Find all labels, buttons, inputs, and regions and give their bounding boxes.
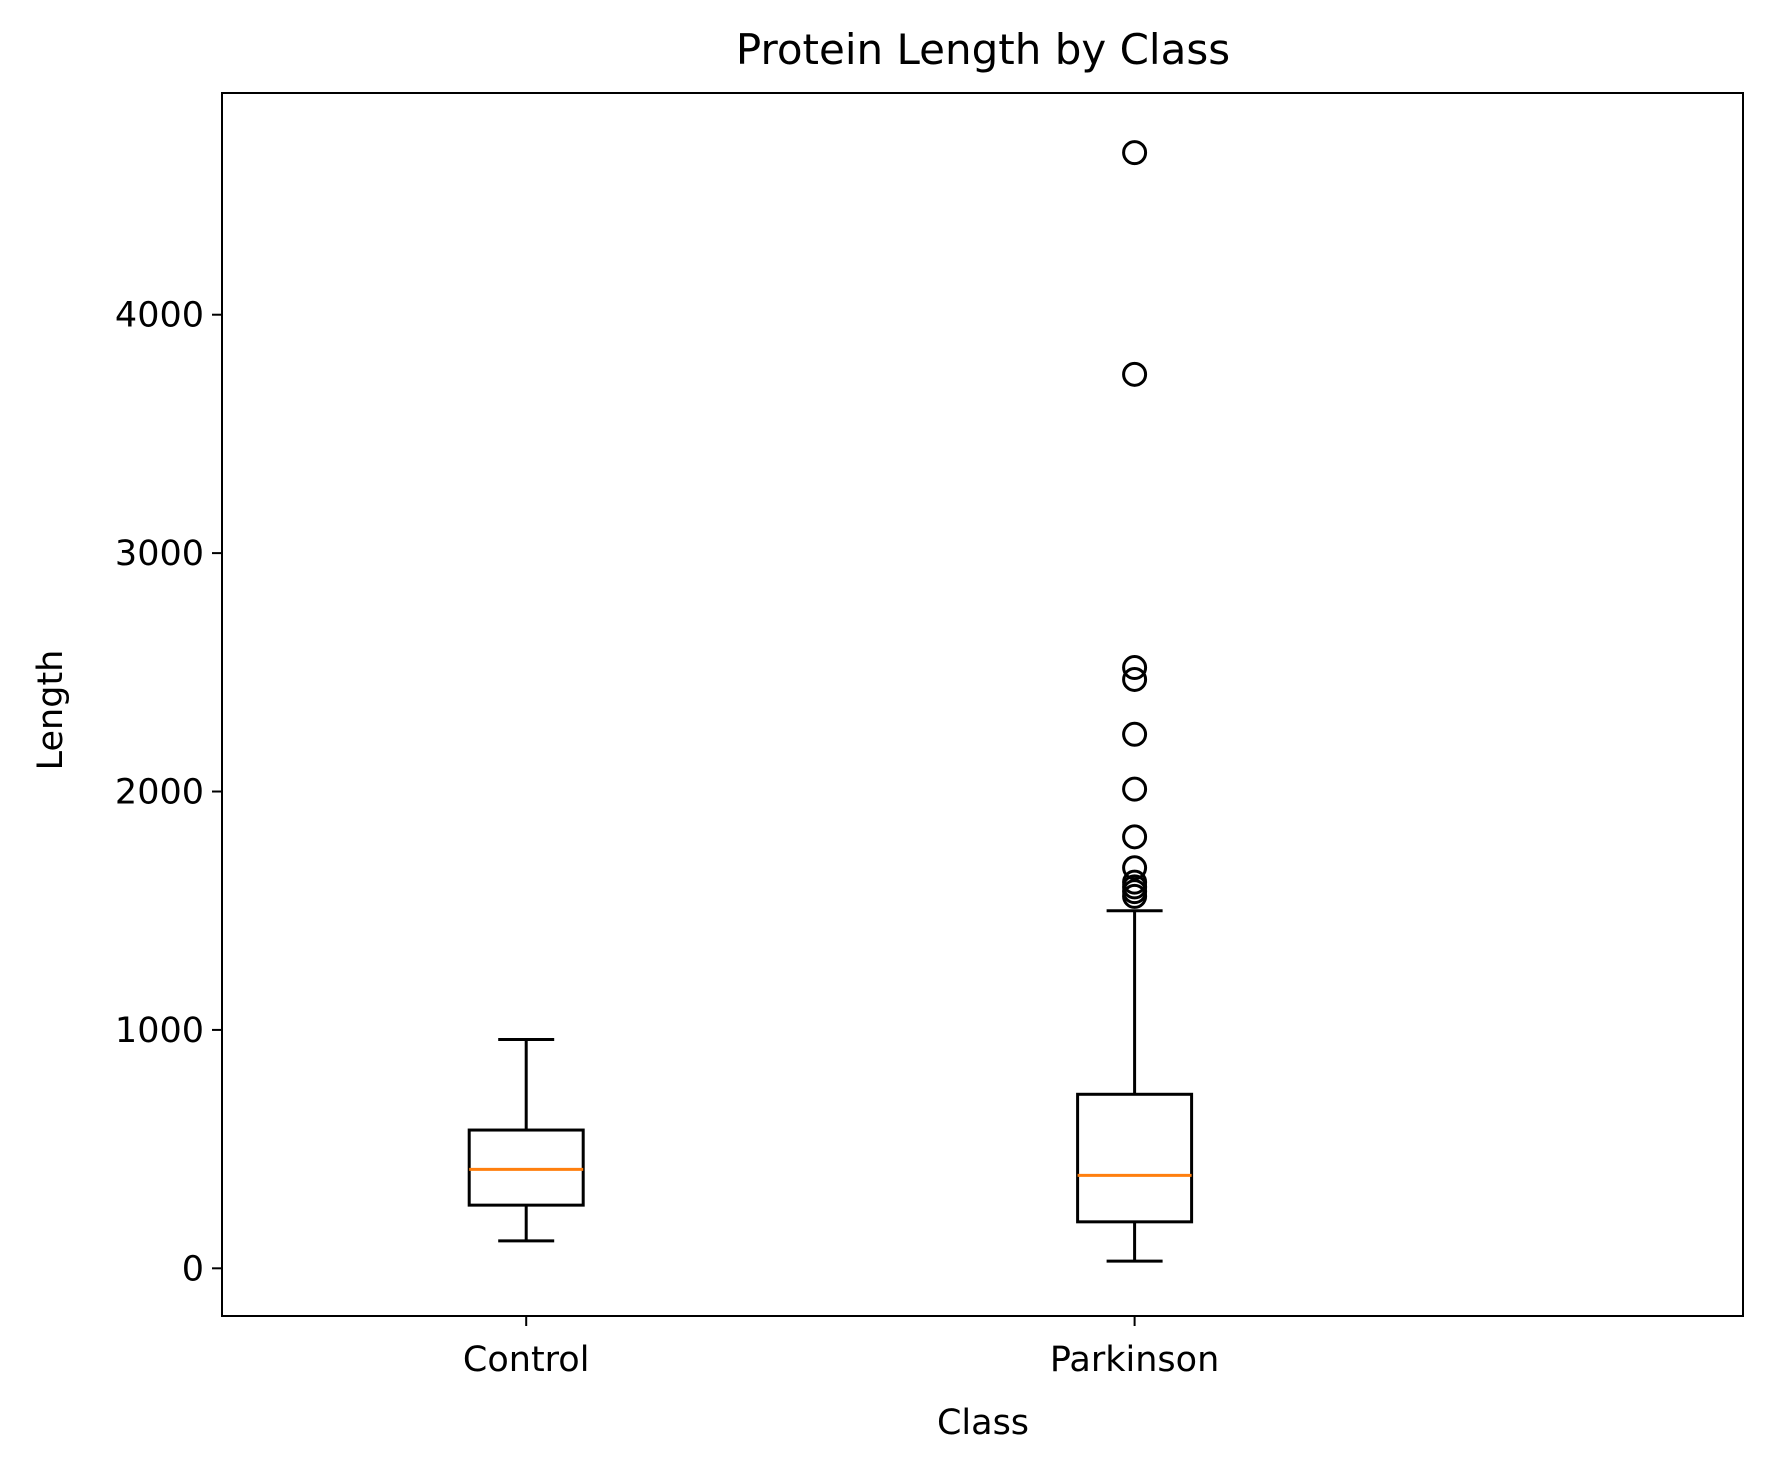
parkinson-outlier-7 — [1122, 721, 1148, 747]
parkinson-outlier-9 — [1122, 655, 1148, 681]
y-tick-label-3000: 3000 — [115, 534, 204, 574]
parkinson-outlier-8 — [1122, 666, 1148, 692]
control-box — [467, 1128, 585, 1207]
x-axis-label: Class — [937, 1403, 1029, 1443]
chart-title: Protein Length by Class — [736, 25, 1230, 74]
y-tick-label-0: 0 — [182, 1249, 204, 1289]
plot-frame — [221, 92, 1744, 1317]
x-tick-label-control: Control — [463, 1340, 590, 1380]
parkinson-box — [1076, 1092, 1194, 1224]
y-tick-label-1000: 1000 — [115, 1011, 204, 1051]
parkinson-outlier-11 — [1122, 140, 1148, 166]
y-tick-label-2000: 2000 — [115, 773, 204, 813]
x-tick-label-parkinson: Parkinson — [1050, 1340, 1219, 1380]
y-tick-label-4000: 4000 — [115, 296, 204, 336]
y-axis-label: Length — [31, 650, 71, 771]
parkinson-outlier-4 — [1122, 855, 1148, 881]
plot-layer: 0 1000 2000 3000 4000 Control Parkinson — [115, 140, 1219, 1380]
parkinson-outlier-5 — [1122, 824, 1148, 850]
parkinson-outlier-10 — [1122, 361, 1148, 387]
parkinson-outlier-3 — [1122, 869, 1148, 895]
parkinson-outlier-6 — [1122, 776, 1148, 802]
